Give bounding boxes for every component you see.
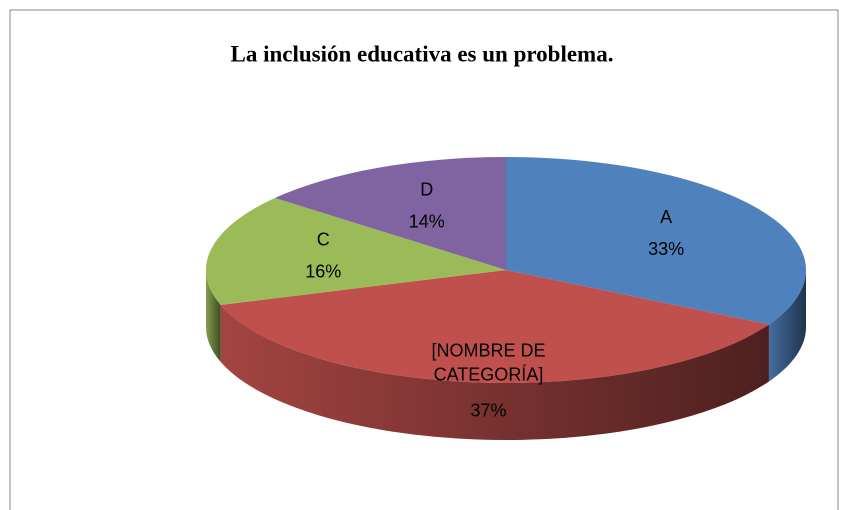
slice-label: D — [420, 179, 433, 199]
slice-label-line: [NOMBRE DE — [431, 340, 545, 360]
slice-value-label: 33% — [648, 239, 684, 259]
pie-slice — [274, 157, 506, 270]
pie-slice — [506, 157, 806, 325]
pie-side-shade — [220, 304, 769, 441]
pie-slice — [206, 197, 506, 305]
slice-value-label: 37% — [470, 400, 506, 420]
slice-label: [NOMBRE DE CATEGORÍA] — [431, 340, 545, 384]
pie-labels: A 33% [NOMBRE DE CATEGORÍA] 37% C 16% D 14% — [305, 179, 684, 420]
slice-value-label: 14% — [409, 211, 445, 231]
slice-label: A — [660, 207, 672, 227]
pie-side-shade — [768, 270, 807, 382]
slice-label: C — [317, 230, 330, 250]
slice-label-line: CATEGORÍA] — [434, 364, 544, 384]
slice-value-label: 16% — [305, 262, 341, 282]
pie-slice — [220, 270, 769, 383]
pie-sides — [206, 270, 807, 441]
chart-frame — [9, 9, 839, 510]
pie-side-shade — [206, 270, 221, 362]
chart-title: La inclusión educativa es un problema. — [231, 41, 614, 66]
pie-tops — [206, 157, 806, 383]
